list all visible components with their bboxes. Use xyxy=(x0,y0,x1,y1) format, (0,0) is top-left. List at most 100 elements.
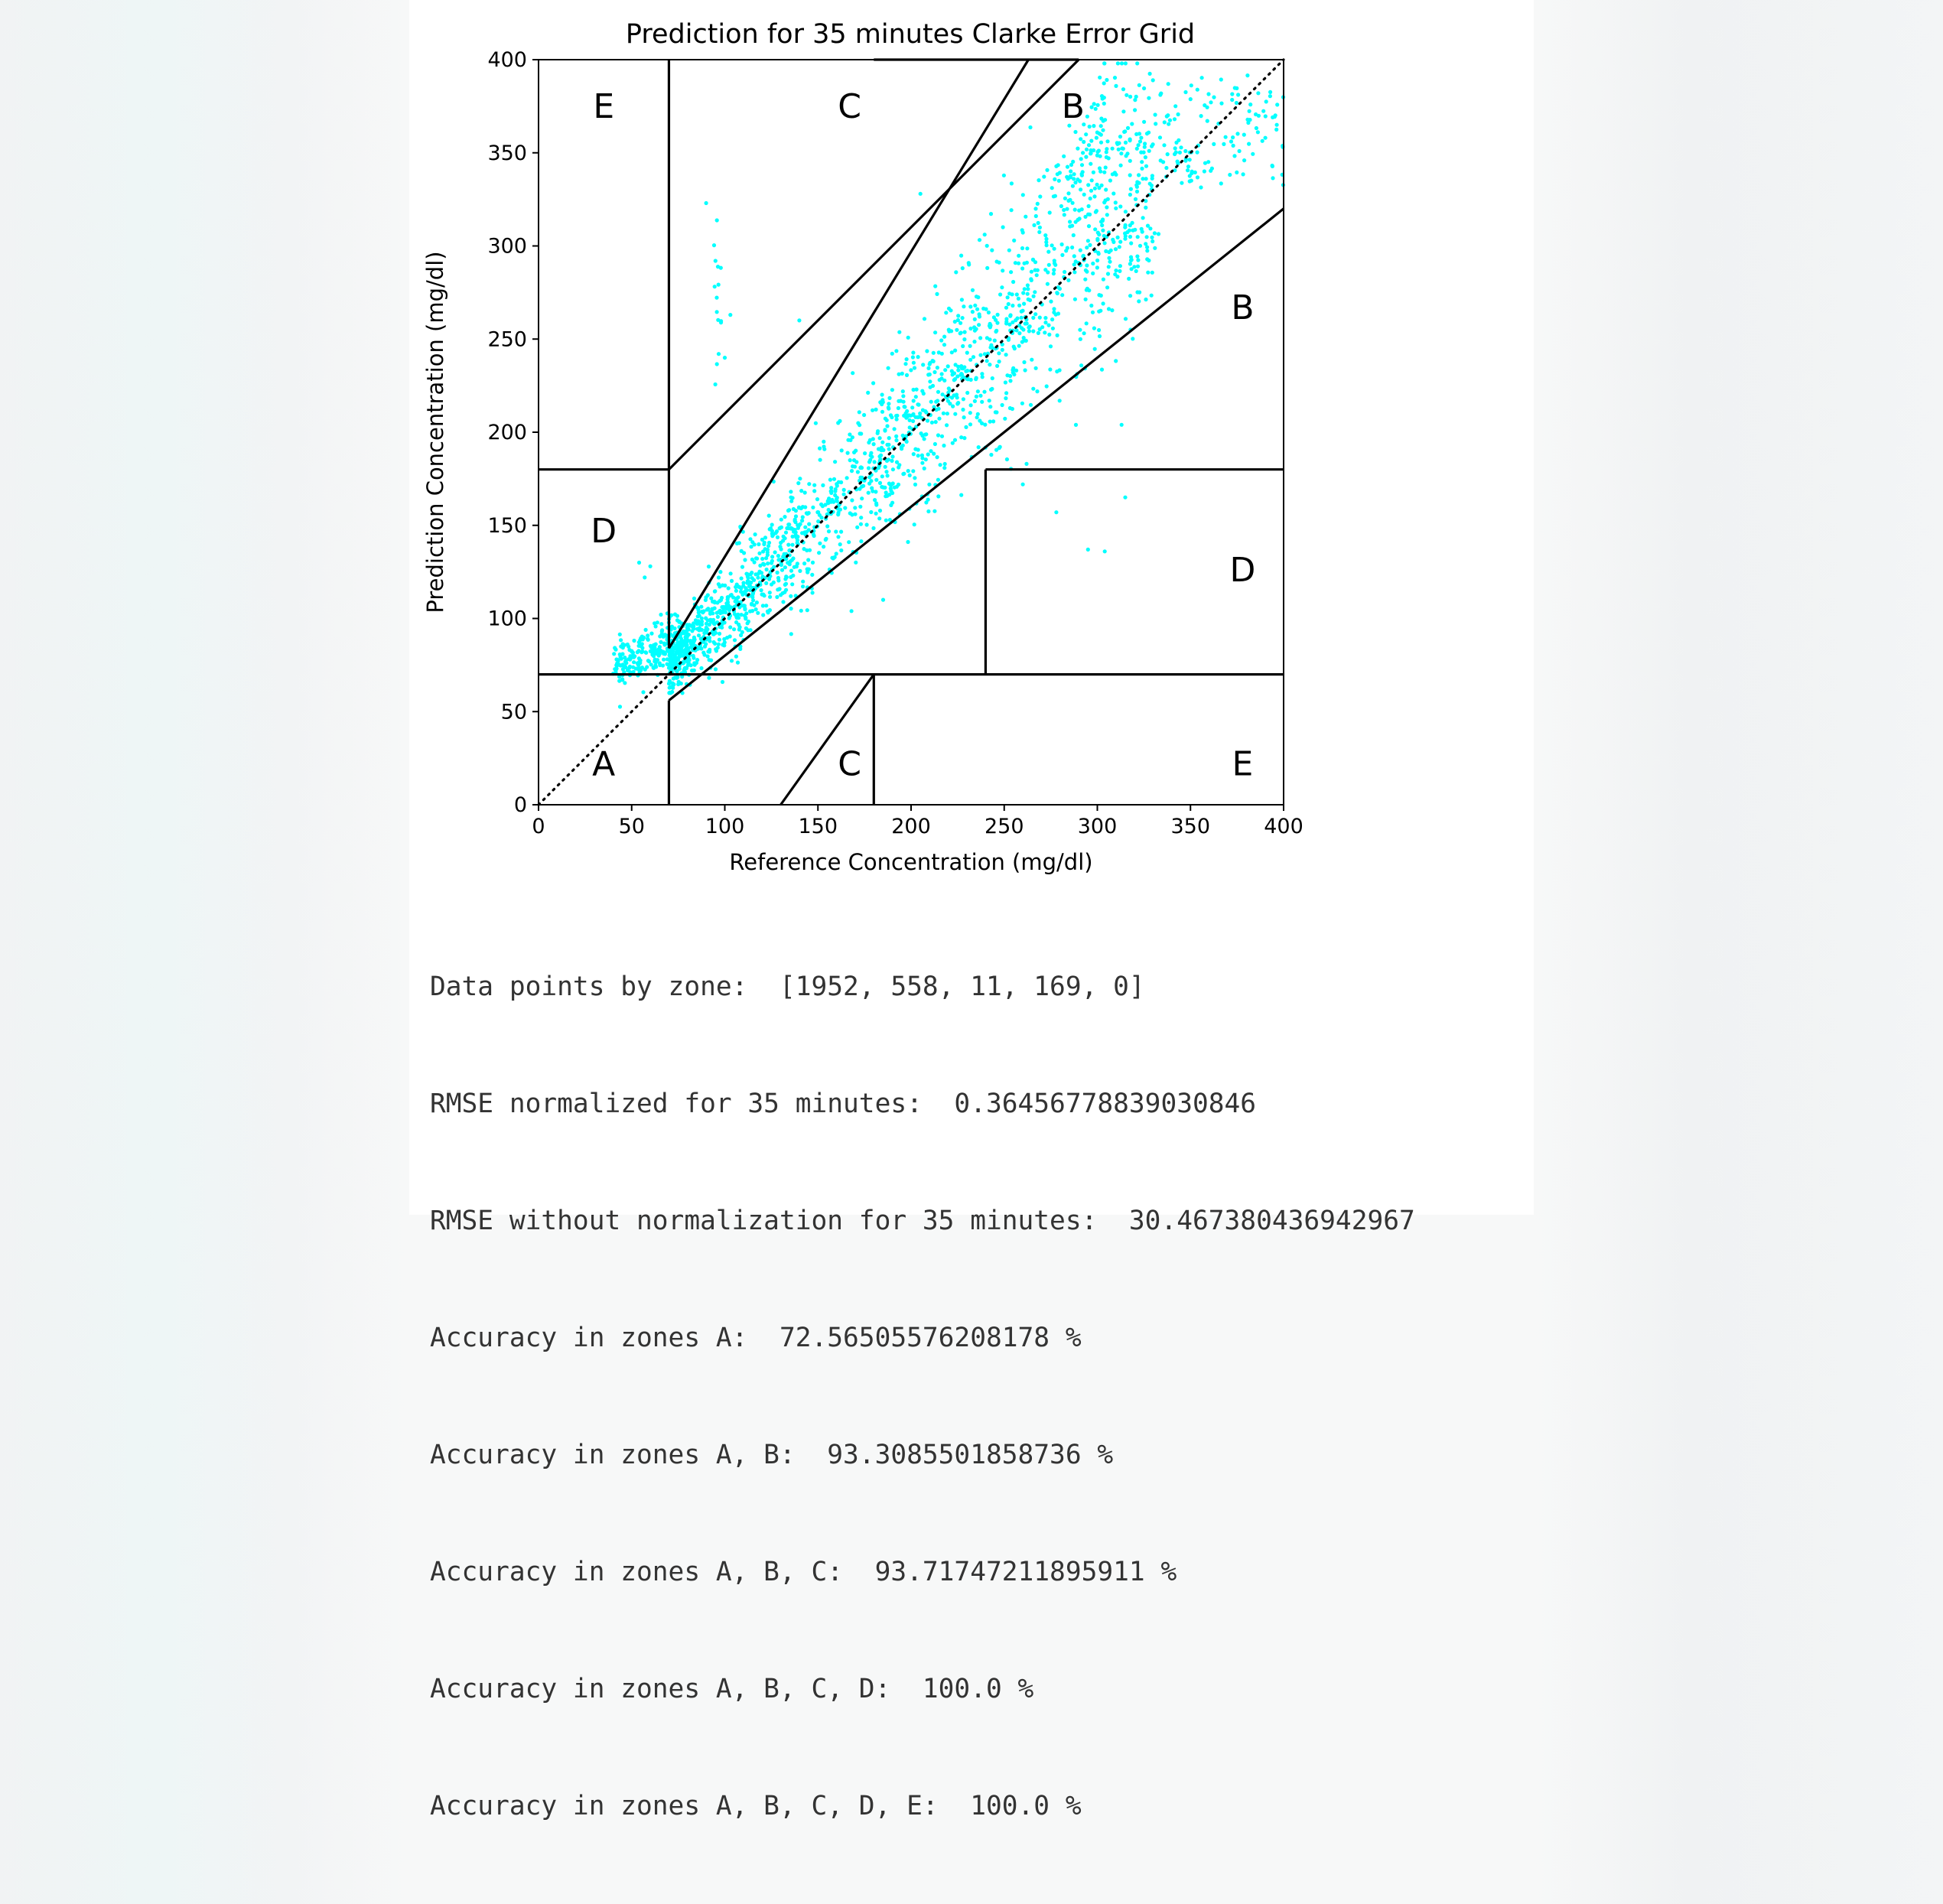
data-point xyxy=(1024,338,1028,343)
data-point xyxy=(1038,194,1043,199)
data-point xyxy=(1123,140,1128,145)
data-point xyxy=(932,509,937,513)
data-point xyxy=(726,586,731,591)
data-point xyxy=(982,233,987,237)
data-point xyxy=(985,351,990,356)
data-point xyxy=(1119,422,1124,427)
data-point xyxy=(889,489,893,493)
data-point xyxy=(871,489,875,493)
data-point xyxy=(1063,196,1067,200)
data-point xyxy=(1275,103,1280,107)
data-point xyxy=(983,422,988,427)
data-point xyxy=(985,336,989,340)
data-point xyxy=(790,534,795,539)
data-point xyxy=(632,660,636,665)
data-point xyxy=(1023,321,1027,326)
data-point xyxy=(1056,178,1061,183)
data-point xyxy=(942,466,947,470)
data-point xyxy=(869,451,874,455)
data-point xyxy=(675,669,679,674)
data-point xyxy=(1085,263,1089,268)
data-point xyxy=(1017,303,1022,308)
data-point xyxy=(931,359,936,363)
data-point xyxy=(726,595,731,600)
data-point xyxy=(874,511,878,516)
data-point xyxy=(1071,159,1076,164)
data-point xyxy=(778,545,783,549)
data-point xyxy=(652,647,656,653)
y-tick-label: 100 xyxy=(487,607,527,631)
data-point xyxy=(759,571,764,575)
data-point xyxy=(1089,148,1093,153)
zone-labels: E C B B D D A C E xyxy=(591,87,1255,784)
data-point xyxy=(997,351,1001,356)
data-point xyxy=(1040,325,1045,330)
data-point xyxy=(789,568,794,573)
zone-label: A xyxy=(592,744,615,783)
data-point xyxy=(904,415,909,420)
data-point xyxy=(1202,169,1206,174)
data-point xyxy=(764,567,769,572)
data-point xyxy=(896,405,900,411)
data-point xyxy=(1060,252,1065,257)
data-point xyxy=(812,483,817,487)
data-point xyxy=(1060,293,1065,298)
data-point xyxy=(781,534,786,539)
data-point xyxy=(867,440,871,445)
data-point xyxy=(707,622,711,627)
data-point xyxy=(734,582,739,587)
data-point xyxy=(656,649,662,654)
y-tick-label: 350 xyxy=(487,142,527,165)
data-point xyxy=(978,393,983,398)
data-point xyxy=(952,378,956,382)
x-tick-label: 350 xyxy=(1170,815,1210,838)
data-point xyxy=(1046,262,1051,267)
data-point xyxy=(1137,83,1141,87)
output-line: Accuracy in zones A, B, C, D, E: 100.0 % xyxy=(430,1791,1082,1821)
data-point xyxy=(968,304,973,309)
x-tick-label: 50 xyxy=(619,815,645,838)
data-point xyxy=(870,454,874,459)
data-point xyxy=(911,350,916,355)
data-point xyxy=(791,556,796,561)
data-point xyxy=(817,551,822,555)
data-point xyxy=(877,480,883,486)
data-point xyxy=(1164,114,1169,119)
data-point xyxy=(945,364,950,369)
data-point xyxy=(1128,173,1132,177)
data-point xyxy=(1004,317,1009,321)
data-point xyxy=(1144,132,1150,136)
data-point xyxy=(894,417,899,421)
data-point xyxy=(617,632,622,636)
data-point xyxy=(1024,461,1029,467)
data-point xyxy=(612,652,617,656)
data-point xyxy=(912,366,917,370)
data-point xyxy=(708,610,713,614)
data-point xyxy=(1037,178,1041,183)
data-point xyxy=(1093,227,1098,232)
data-point xyxy=(688,639,693,643)
data-point xyxy=(797,318,802,323)
data-point xyxy=(1037,327,1042,331)
data-point xyxy=(696,610,701,615)
data-point xyxy=(675,649,679,655)
data-point xyxy=(1135,235,1140,239)
data-point xyxy=(732,638,737,643)
data-point xyxy=(765,550,770,555)
data-point xyxy=(1034,273,1039,278)
data-point xyxy=(714,649,719,653)
data-point xyxy=(1095,258,1100,263)
data-point xyxy=(1008,373,1013,379)
data-point xyxy=(1128,137,1132,142)
x-tick-label: 300 xyxy=(1078,815,1118,838)
data-point xyxy=(1014,368,1019,373)
data-point xyxy=(714,218,719,223)
data-point xyxy=(737,625,742,630)
data-point xyxy=(1142,145,1147,149)
data-point xyxy=(646,633,650,638)
data-point xyxy=(936,389,941,394)
data-point xyxy=(859,431,864,436)
data-point xyxy=(873,498,877,503)
data-point xyxy=(816,510,821,515)
data-point xyxy=(805,608,809,613)
